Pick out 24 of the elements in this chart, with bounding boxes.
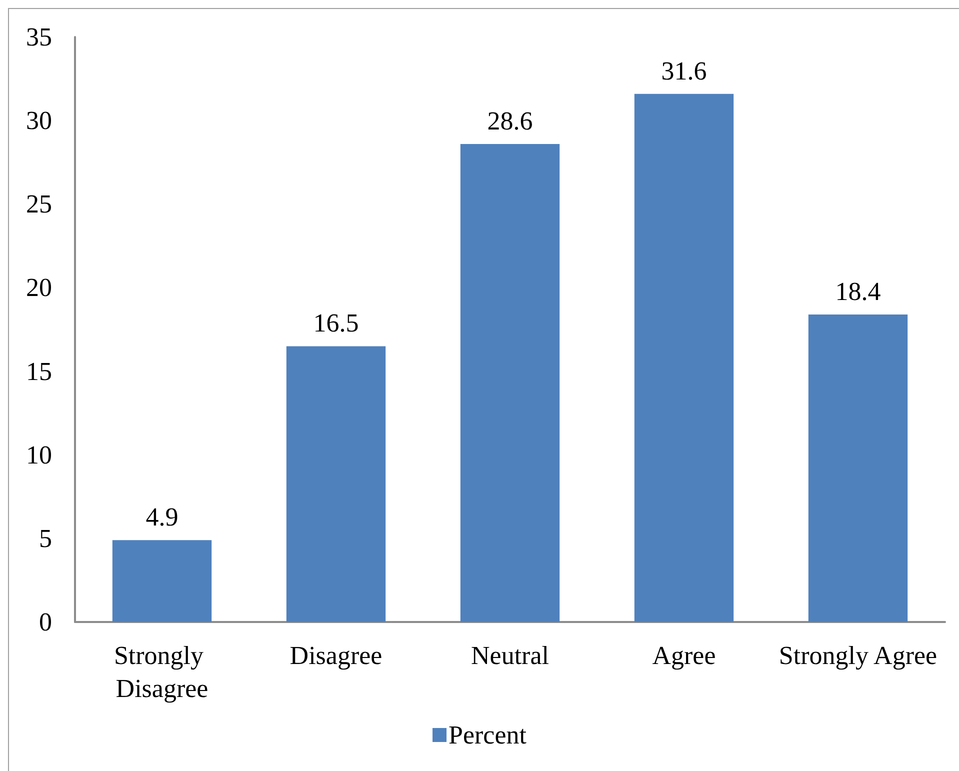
bar xyxy=(460,144,560,622)
data-label: 28.6 xyxy=(487,106,533,136)
bar xyxy=(112,540,212,622)
x-tick-label: Disagree xyxy=(290,641,382,670)
data-label: 16.5 xyxy=(313,308,359,338)
y-tick-label: 15 xyxy=(26,356,52,386)
y-tick-label: 5 xyxy=(39,524,52,553)
y-tick-label: 25 xyxy=(26,190,52,219)
data-label: 31.6 xyxy=(661,56,707,86)
data-label: 18.4 xyxy=(835,276,881,306)
legend-label: Percent xyxy=(448,720,528,750)
data-label: 4.9 xyxy=(146,502,178,532)
x-tick-label: Strongly Disagree xyxy=(114,641,210,703)
y-tick-label: 35 xyxy=(26,22,52,52)
x-tick-label: Strongly Agree xyxy=(778,641,938,670)
x-tick-label: Agree xyxy=(652,641,716,670)
y-tick-label: 0 xyxy=(39,608,52,636)
y-tick-label: 30 xyxy=(26,106,52,136)
x-tick-label: Neutral xyxy=(471,641,549,670)
bar xyxy=(634,94,734,622)
y-tick-label: 20 xyxy=(26,273,52,302)
bar xyxy=(286,346,386,622)
y-tick-label: 10 xyxy=(26,440,52,470)
bar xyxy=(808,314,908,622)
